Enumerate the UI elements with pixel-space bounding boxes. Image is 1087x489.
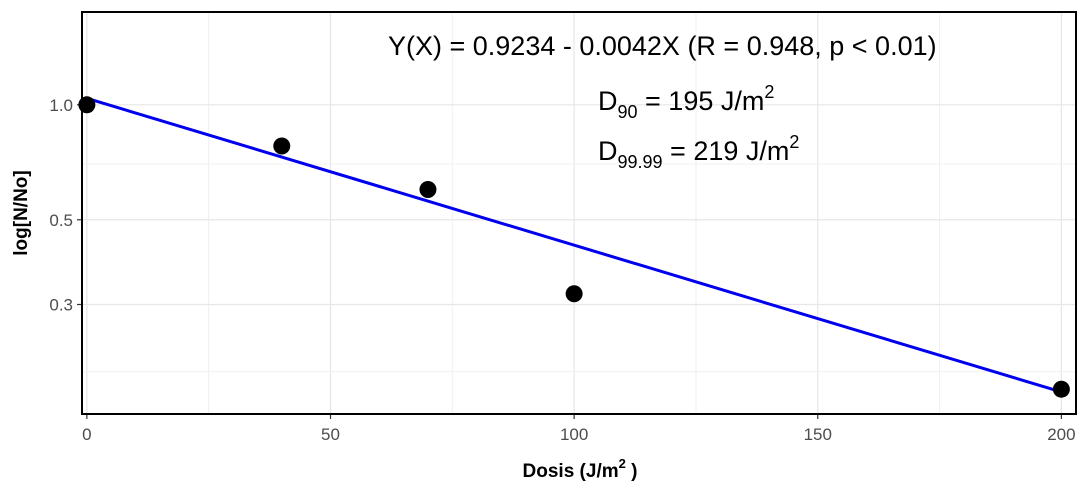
data-point-4 [1052, 380, 1070, 398]
regression-equation: Y(X) = 0.9234 - 0.0042X (R = 0.948, p < … [388, 31, 937, 61]
y-axis-title: log[N/No] [11, 170, 32, 255]
regression-line-segment [85, 96, 1063, 394]
y-tick-label-2: 0.3 [49, 295, 73, 314]
y-tick-label-0: 1.0 [49, 96, 73, 115]
grid-lines [82, 12, 1076, 414]
data-point-2 [419, 181, 437, 199]
d90-symbol: D [598, 86, 618, 116]
x-tick-label-1: 50 [321, 425, 340, 444]
d9999-annotation: D99.99 = 219 J/m2 [598, 132, 799, 172]
x-axis: 0 50 100 150 200 [82, 414, 1076, 444]
x-axis-title-superscript: 2 [619, 456, 626, 471]
d9999-subscript: 99.99 [618, 152, 663, 172]
d9999-superscript: 2 [789, 132, 799, 152]
x-tick-label-4: 200 [1047, 425, 1075, 444]
y-axis: 1.0 0.5 0.3 [49, 96, 82, 314]
x-tick-label-3: 150 [804, 425, 832, 444]
d90-superscript: 2 [764, 82, 774, 102]
data-point-1 [273, 137, 291, 155]
x-tick-label-0: 0 [82, 425, 91, 444]
d90-subscript: 90 [618, 102, 638, 122]
d9999-symbol: D [598, 136, 618, 166]
d90-annotation: D90 = 195 J/m2 [598, 82, 774, 122]
regression-line [85, 96, 1063, 394]
d90-value: = 195 J/m [638, 86, 765, 116]
x-axis-title-end: ) [626, 461, 638, 482]
x-axis-title: Dosis (J/m2 ) [523, 456, 638, 482]
data-point-3 [565, 285, 583, 303]
d9999-value: = 219 J/m [663, 136, 790, 166]
data-points [78, 96, 1070, 398]
data-point-0 [78, 96, 96, 114]
y-tick-label-1: 0.5 [49, 211, 73, 230]
plot-panel-border [81, 11, 1077, 415]
x-tick-label-2: 100 [560, 425, 588, 444]
x-axis-title-text: Dosis (J/m [523, 461, 619, 482]
